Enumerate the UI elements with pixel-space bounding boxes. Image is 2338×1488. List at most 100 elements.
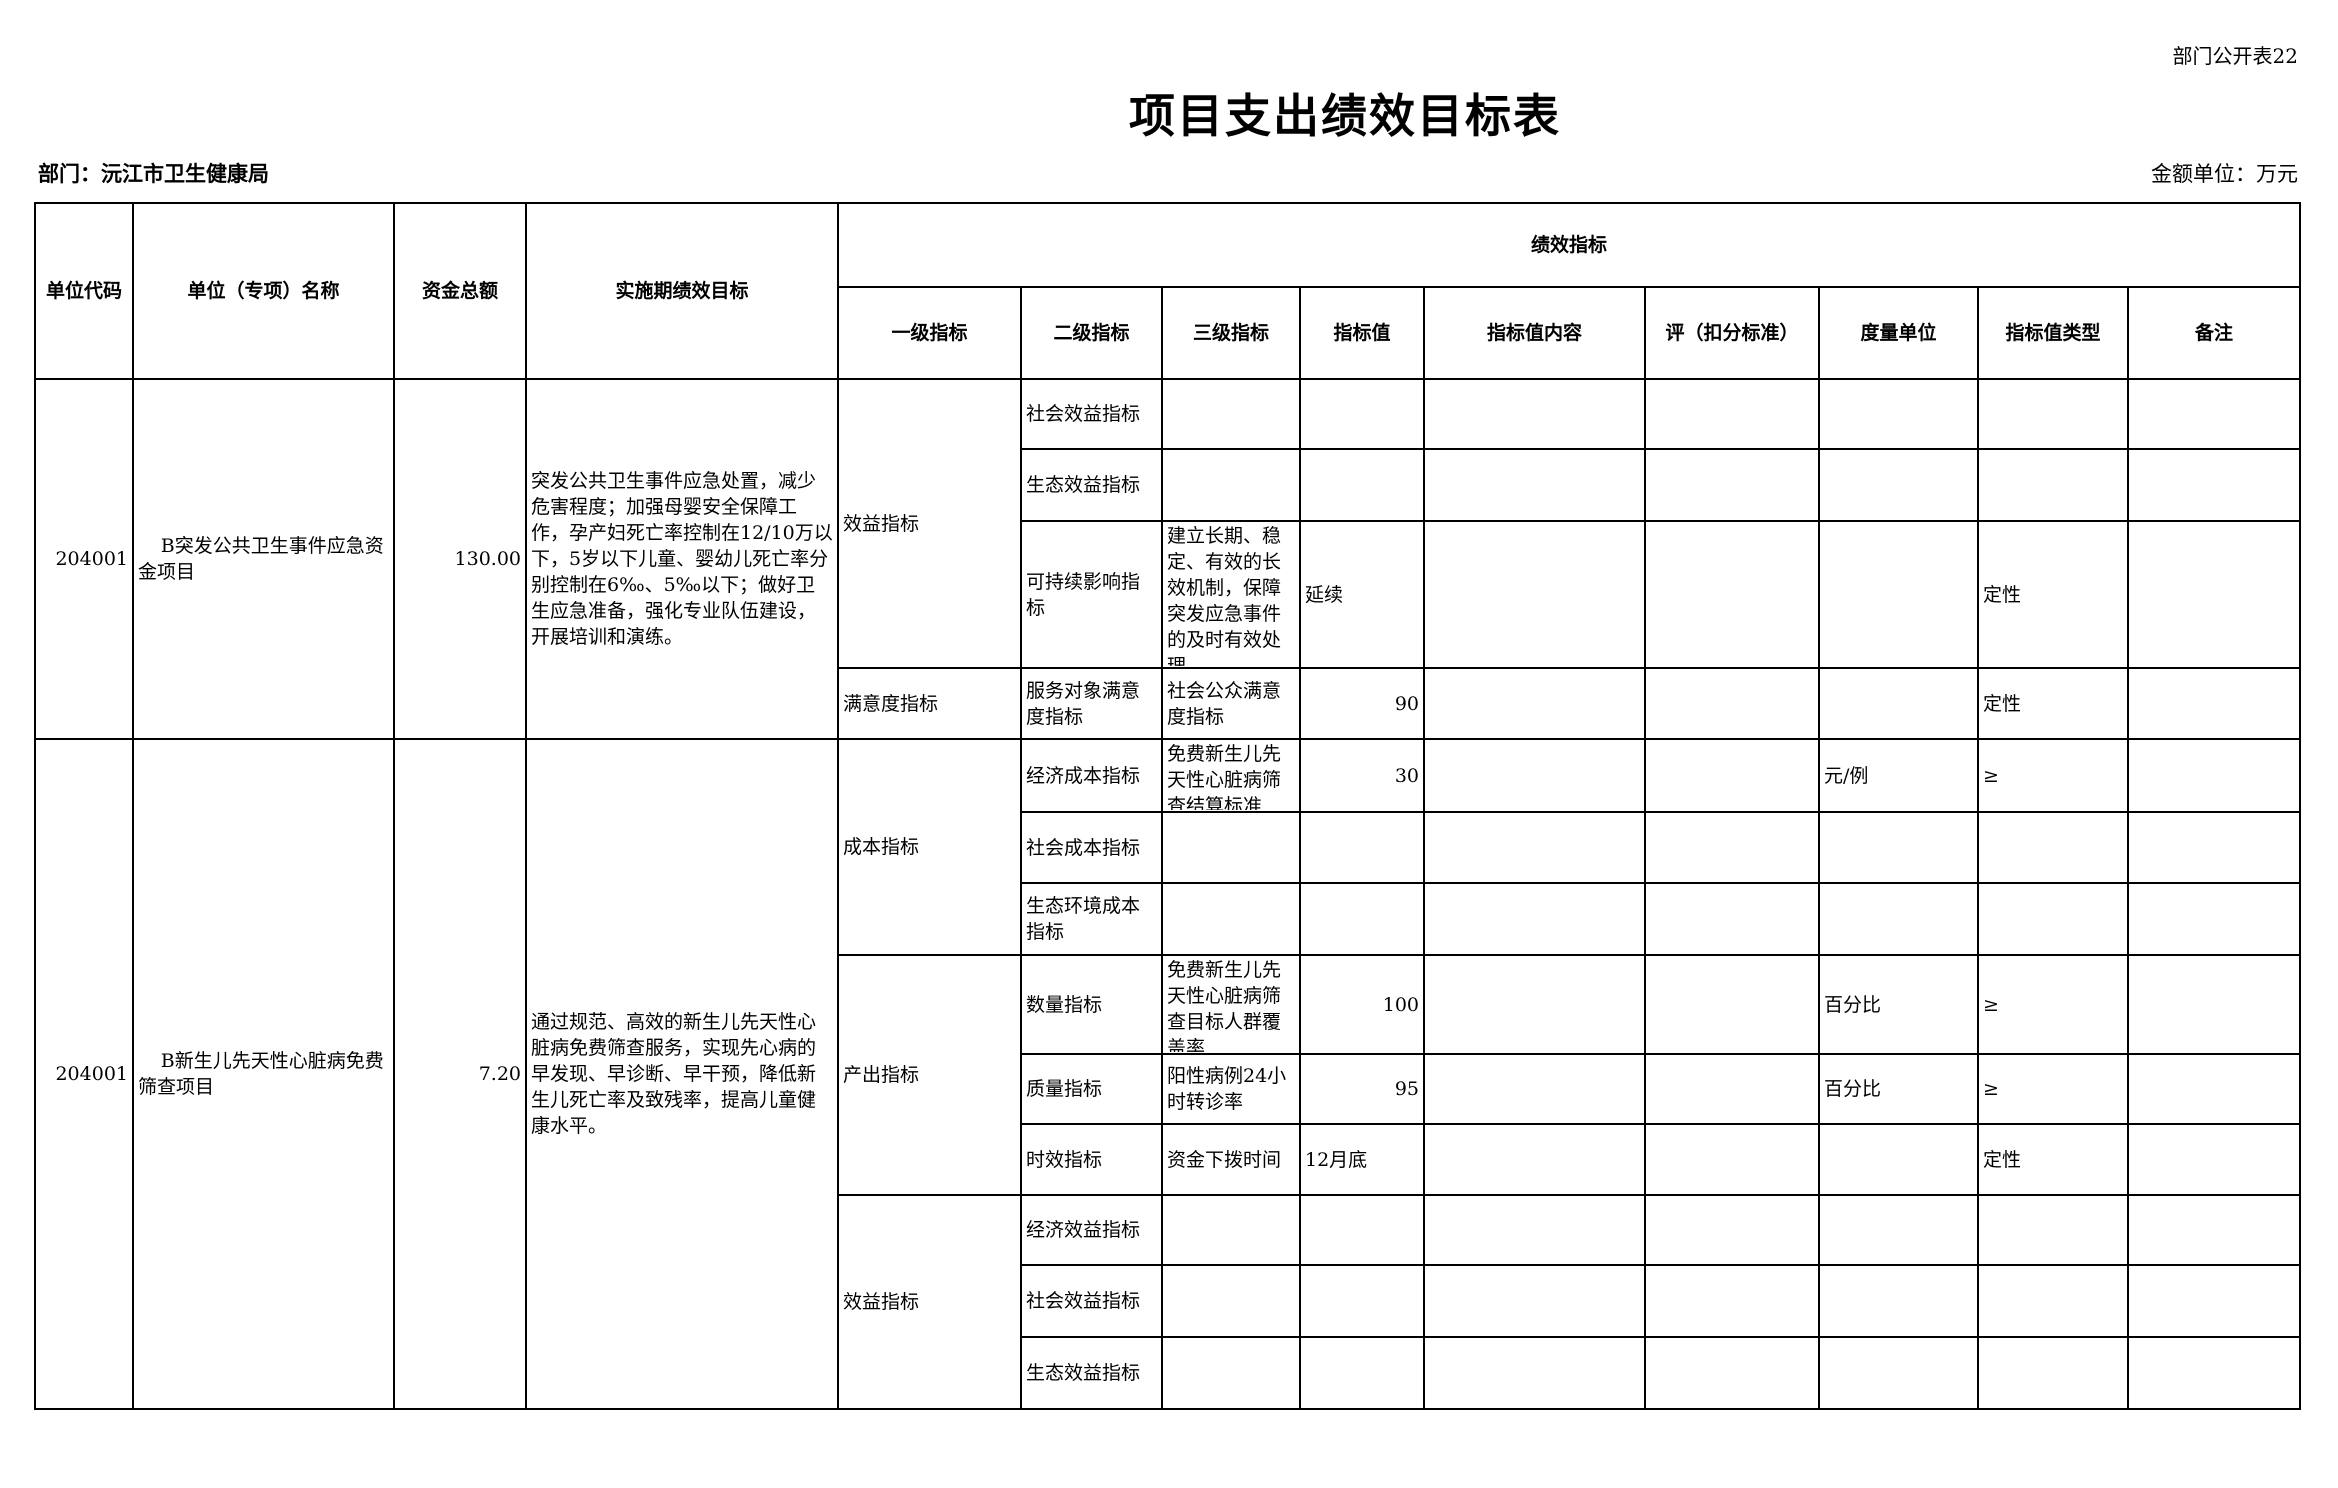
scoring-standard xyxy=(1644,954,1820,1055)
level3-indicator: 阳性病例24小时转诊率 xyxy=(1161,1053,1301,1125)
level3-indicator-text: 建立长期、稳定、有效的长效机制，保障突发应急事件的及时有效处理 xyxy=(1167,525,1282,666)
scoring-standard xyxy=(1644,811,1820,884)
indicator-value xyxy=(1299,882,1425,956)
indicator-value: 延续 xyxy=(1299,520,1425,669)
value-type xyxy=(1977,1336,2129,1410)
header-level2: 二级指标 xyxy=(1020,286,1163,380)
level3-indicator xyxy=(1161,811,1301,884)
table-row: 可持续影响指标 建立长期、稳定、有效的长效机制，保障突发应急事件的及时有效处理 延续… xyxy=(35,520,2302,669)
note xyxy=(2126,882,2302,956)
table-row: 社会效益指标 xyxy=(35,1264,2302,1338)
indicator-value-content xyxy=(1423,738,1646,813)
level2-indicator: 服务对象满意度指标 xyxy=(1020,667,1163,740)
level2-indicator-text: 经济效益指标 xyxy=(1026,1219,1141,1241)
indicator-value xyxy=(1299,1336,1425,1410)
indicator-value-content xyxy=(1423,448,1646,522)
header-level3: 三级指标 xyxy=(1161,286,1301,380)
level2-indicator-text: 生态效益指标 xyxy=(1026,1362,1141,1384)
measure-unit xyxy=(1818,1264,1979,1338)
level1-indicator: 成本指标 xyxy=(837,738,1022,956)
measure-unit-text: 元/例 xyxy=(1824,764,1869,787)
indicator-value-content xyxy=(1423,811,1646,884)
table-row: 生态效益指标 xyxy=(35,1336,2302,1410)
measure-unit xyxy=(1818,378,1979,450)
measure-unit: 元/例 xyxy=(1818,738,1979,813)
level2-indicator-text: 社会效益指标 xyxy=(1026,403,1141,425)
table-row: 204001 B新生儿先天性心脏病免费筛查项目 7.20 通过规范、高效的新生儿先天性… xyxy=(34,738,2302,1410)
level3-indicator xyxy=(1161,1336,1301,1410)
unit-code: 204001 xyxy=(34,378,134,740)
project-name: B新生儿先天性心脏病免费筛查项目 xyxy=(132,738,395,1410)
level1-indicator-text: 效益指标 xyxy=(843,512,920,535)
header-name: 单位（专项）名称 xyxy=(132,202,395,380)
note xyxy=(2126,667,2302,740)
header-amount: 资金总额 xyxy=(393,202,527,380)
measure-unit xyxy=(1818,667,1979,740)
value-type xyxy=(1977,448,2129,522)
level2-indicator: 生态效益指标 xyxy=(1020,1336,1163,1410)
indicator-value: 12月底 xyxy=(1299,1123,1425,1196)
level1-indicator-text: 满意度指标 xyxy=(843,692,939,715)
level3-indicator-text: 免费新生儿先天性心脏病筛查目标人群覆盖率 xyxy=(1167,959,1282,1052)
indicator-value xyxy=(1299,811,1425,884)
level2-indicator-text: 生态环境成本指标 xyxy=(1026,895,1141,943)
indicator-value-content xyxy=(1423,1264,1646,1338)
amount-unit-label: 金额单位：万元 xyxy=(2151,162,2298,186)
value-type: 定性 xyxy=(1977,1123,2129,1196)
measure-unit xyxy=(1818,1194,1979,1266)
unit-code-text: 204001 xyxy=(55,548,128,570)
level2-indicator: 可持续影响指标 xyxy=(1020,520,1163,669)
level2-indicator: 生态环境成本指标 xyxy=(1020,882,1163,956)
unit-code-text: 204001 xyxy=(55,1063,128,1085)
fund-total-text: 130.00 xyxy=(454,548,521,570)
measure-unit xyxy=(1818,882,1979,956)
value-type xyxy=(1977,882,2129,956)
performance-goal-text: 突发公共卫生事件应急处置，减少危害程度；加强母婴安全保障工作，孕产妇死亡率控制在… xyxy=(531,470,833,648)
value-type-text: 定性 xyxy=(1983,1148,2022,1171)
table-row: 产出指标 数量指标 免费新生儿先天性心脏病筛查目标人群覆盖率 100 百分比 ≥ xyxy=(35,954,2302,1196)
value-type xyxy=(1977,811,2129,884)
scoring-standard xyxy=(1644,1336,1820,1410)
level1-indicator: 效益指标 xyxy=(837,1194,1022,1410)
table-row: 时效指标 资金下拨时间 12月底 定性 xyxy=(35,1123,2302,1196)
table-row: 生态环境成本指标 xyxy=(35,882,2302,956)
level2-indicator-text: 数量指标 xyxy=(1026,993,1103,1016)
scoring-standard xyxy=(1644,1053,1820,1125)
indicator-value-content xyxy=(1423,882,1646,956)
note xyxy=(2126,738,2302,813)
level2-indicator-text: 可持续影响指标 xyxy=(1026,570,1141,619)
indicator-value-content xyxy=(1423,1336,1646,1410)
header-goal: 实施期绩效目标 xyxy=(525,202,839,380)
header-measure-unit: 度量单位 xyxy=(1818,286,1979,380)
level3-indicator-text: 免费新生儿先天性心脏病筛查结算标准 xyxy=(1167,743,1282,810)
level3-indicator: 免费新生儿先天性心脏病筛查目标人群覆盖率 xyxy=(1161,954,1301,1055)
page-title: 项目支出绩效目标表 xyxy=(1129,89,1561,143)
scoring-standard xyxy=(1644,378,1820,450)
indicator-value-text: 延续 xyxy=(1305,583,1344,606)
value-type xyxy=(1977,1264,2129,1338)
level3-indicator xyxy=(1161,1264,1301,1338)
table-row: 效益指标 经济效益指标 xyxy=(35,1194,2302,1410)
project-name: B突发公共卫生事件应急资金项目 xyxy=(132,378,395,740)
level2-indicator: 质量指标 xyxy=(1020,1053,1163,1125)
fund-total: 7.20 xyxy=(393,738,527,1410)
unit-code: 204001 xyxy=(34,738,134,1410)
level2-indicator: 时效指标 xyxy=(1020,1123,1163,1196)
measure-unit: 百分比 xyxy=(1818,954,1979,1055)
note xyxy=(2126,1123,2302,1196)
note xyxy=(2126,811,2302,884)
level3-indicator-text: 资金下拨时间 xyxy=(1167,1148,1282,1171)
project-name-text: B新生儿先天性心脏病免费筛查项目 xyxy=(138,1050,384,1098)
level3-indicator xyxy=(1161,378,1301,450)
level2-indicator-text: 时效指标 xyxy=(1026,1148,1103,1171)
performance-goal-text: 通过规范、高效的新生儿先天性心脏病免费筛查服务，实现先心病的早发现、早诊断、早干… xyxy=(531,1011,817,1137)
table-row: 满意度指标 服务对象满意度指标 社会公众满意度指标 90 定性 xyxy=(35,667,2302,740)
level1-indicator: 满意度指标 xyxy=(837,667,1022,740)
scoring-standard xyxy=(1644,520,1820,669)
value-type: ≥ xyxy=(1977,738,2129,813)
note xyxy=(2126,1336,2302,1410)
indicator-value-content xyxy=(1423,1053,1646,1125)
header-code: 单位代码 xyxy=(34,202,134,380)
level2-indicator: 数量指标 xyxy=(1020,954,1163,1055)
level3-indicator xyxy=(1161,882,1301,956)
